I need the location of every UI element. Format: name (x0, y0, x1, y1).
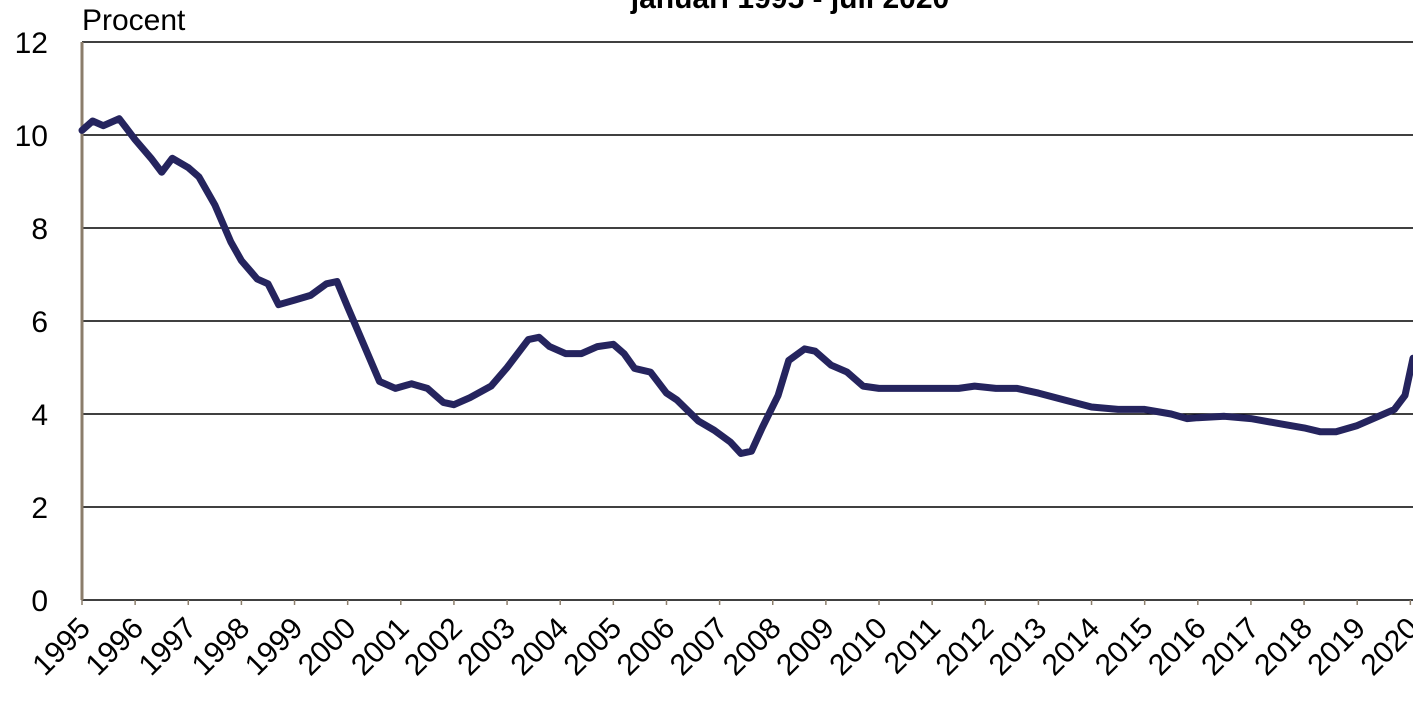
x-tick-label: 2017 (1195, 612, 1266, 683)
x-tick-label: 2007 (664, 612, 735, 683)
x-tick-label: 1999 (239, 612, 310, 683)
x-tick-label: 2002 (398, 612, 469, 683)
x-tick-label: 1995 (26, 612, 97, 683)
x-tick-label: 2000 (292, 612, 363, 683)
x-tick-label: 2015 (1089, 612, 1160, 683)
line-series (78, 115, 1413, 457)
x-tick-label: 2019 (1302, 612, 1373, 683)
x-tick-label: 2013 (983, 612, 1054, 683)
y-tick-label: 10 (15, 120, 48, 153)
x-tick-label: 2005 (558, 612, 629, 683)
x-tick-label: 2004 (505, 612, 576, 683)
y-tick-label: 4 (31, 399, 48, 432)
x-tick-label: 2014 (1036, 612, 1107, 683)
y-tick-label: 0 (31, 585, 48, 618)
x-tick-label: 2010 (823, 612, 894, 683)
x-tick-label: 2011 (878, 612, 947, 681)
x-tick-label: 1996 (79, 612, 150, 683)
x-tick-label: 2001 (345, 612, 416, 683)
x-tick-label: 2018 (1248, 612, 1319, 683)
y-tick-label: 12 (15, 27, 48, 60)
y-tick-label: 8 (31, 213, 48, 246)
x-tick-label: 2012 (930, 612, 1001, 683)
x-tick-label: 2003 (451, 612, 522, 683)
x-tick-label: 2006 (611, 612, 682, 683)
x-tick-label: 1997 (133, 612, 204, 683)
x-tick-label: 1998 (186, 612, 257, 683)
x-tick-label: 2008 (717, 612, 788, 683)
y-axis-label: Procent (82, 4, 186, 37)
y-tick-label: 6 (31, 306, 48, 339)
y-tick-label: 2 (31, 492, 48, 525)
x-tick-label: 2016 (1142, 612, 1213, 683)
x-tick-label: 2020 (1355, 612, 1413, 683)
x-tick-label: 2009 (770, 612, 841, 683)
chart-title: januari 1995 - juli 2020 (630, 0, 950, 15)
